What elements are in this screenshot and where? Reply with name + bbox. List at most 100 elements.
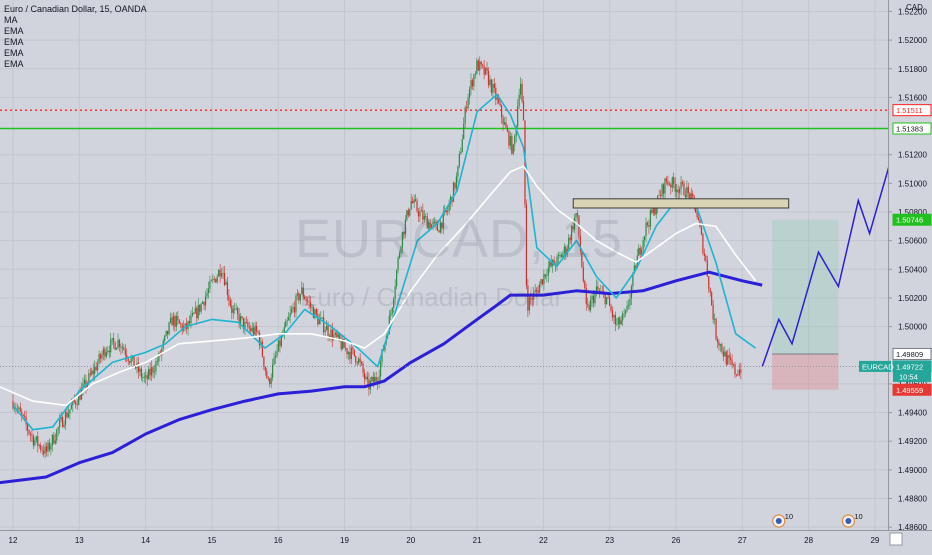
candle-body [639, 247, 641, 255]
candle-body [598, 290, 600, 292]
candle-body [305, 299, 307, 301]
legend-indicator-ema-1[interactable]: EMA [4, 26, 24, 36]
candle-body [738, 369, 740, 375]
candle-body [22, 414, 24, 416]
candle-body [447, 210, 449, 213]
event-marker-count: 10 [785, 512, 793, 521]
candle-body [48, 442, 51, 450]
candle-body [457, 165, 459, 177]
candle-body [393, 298, 395, 308]
candle-body [530, 297, 532, 299]
series-line-2[interactable] [12, 93, 757, 431]
candle-body [231, 305, 233, 313]
price-label-target[interactable]: 1.50746 [892, 213, 932, 226]
candle-body [29, 433, 32, 435]
candle-body [616, 323, 618, 325]
price-label-green-line[interactable]: 1.51383 [892, 122, 932, 135]
stop-zone[interactable] [772, 353, 839, 390]
candle-body [439, 222, 441, 233]
price-label-entry[interactable]: 1.49809 [892, 347, 932, 360]
price-label-box [892, 104, 932, 117]
candle-body [473, 74, 475, 87]
candle-body [607, 297, 609, 299]
legend-indicator-ema-2[interactable]: EMA [4, 37, 24, 47]
candle-body [506, 127, 509, 132]
candle-body [107, 350, 109, 353]
candle-body [660, 194, 662, 197]
candle-body [327, 325, 329, 336]
candle-body [674, 184, 676, 192]
price-label-red-line[interactable]: 1.51511 [892, 104, 932, 117]
candle-body [727, 355, 729, 365]
legend-indicator-ma[interactable]: MA [4, 15, 18, 25]
legend-indicator-ema-3[interactable]: EMA [4, 48, 24, 58]
candle-body [719, 344, 722, 346]
candle-body [153, 371, 156, 373]
price-label-text: 1.50746 [896, 216, 923, 225]
candle-body [31, 434, 33, 436]
candle-body [728, 355, 730, 358]
candle-body [681, 182, 684, 184]
candle-body [238, 313, 240, 324]
candle-body [255, 325, 258, 332]
candle-body [571, 226, 573, 241]
candle-body [711, 292, 713, 306]
legend-title[interactable]: Euro / Canadian Dollar, 15, OANDA [4, 4, 147, 14]
candle-body [337, 334, 339, 337]
price-label-box [892, 383, 932, 396]
candle-body [463, 123, 465, 140]
candle-body [82, 383, 84, 389]
supply-zone-rectangle[interactable] [572, 198, 790, 209]
candle-body [403, 232, 405, 235]
candle-body [381, 349, 383, 362]
settings-icon[interactable] [889, 532, 903, 546]
candle-body [626, 305, 628, 311]
candle-body [730, 357, 732, 361]
candle-body [493, 83, 495, 88]
candle-body [254, 325, 256, 335]
time-tick-label: 23 [605, 536, 614, 545]
candle-body [625, 310, 627, 314]
candle-body [401, 232, 404, 248]
candle-body [514, 136, 516, 145]
price-label-box [892, 122, 932, 135]
candle-body [45, 446, 48, 452]
candle-body [286, 320, 288, 322]
candle-body [94, 366, 96, 374]
time-axis[interactable] [0, 530, 932, 550]
candle-body [353, 349, 355, 356]
candle-body [258, 332, 261, 346]
candle-body [678, 188, 681, 193]
candle-body [72, 399, 74, 406]
candle-body [428, 222, 430, 229]
series-line-3[interactable] [0, 165, 757, 407]
target-zone[interactable] [772, 219, 839, 354]
candle-body [544, 274, 546, 277]
candle-body [398, 252, 401, 258]
candle-body [482, 64, 484, 66]
price-label-text: 1.51511 [896, 106, 923, 115]
candle-body [242, 317, 245, 329]
candle-body [169, 317, 172, 323]
candle-body [88, 373, 90, 383]
projection-path[interactable] [761, 167, 896, 367]
price-label-text: 1.49559 [896, 386, 923, 395]
candle-body [174, 315, 176, 327]
candle-body [26, 424, 29, 431]
candle-body [89, 373, 91, 375]
legend-indicator-ema-4[interactable]: EMA [4, 59, 24, 69]
event-marker-1[interactable]: 10 [772, 512, 793, 528]
price-axis[interactable] [888, 0, 932, 550]
price-label-box [892, 213, 932, 226]
candle-body [321, 317, 323, 319]
candle-body [700, 226, 703, 235]
price-label-stop[interactable]: 1.49559 [892, 383, 932, 396]
event-marker-2[interactable]: 10 [841, 512, 863, 528]
series-line-1[interactable] [0, 270, 763, 485]
candle-body [40, 444, 42, 450]
candle-body [251, 327, 253, 332]
candle-body [134, 367, 137, 369]
